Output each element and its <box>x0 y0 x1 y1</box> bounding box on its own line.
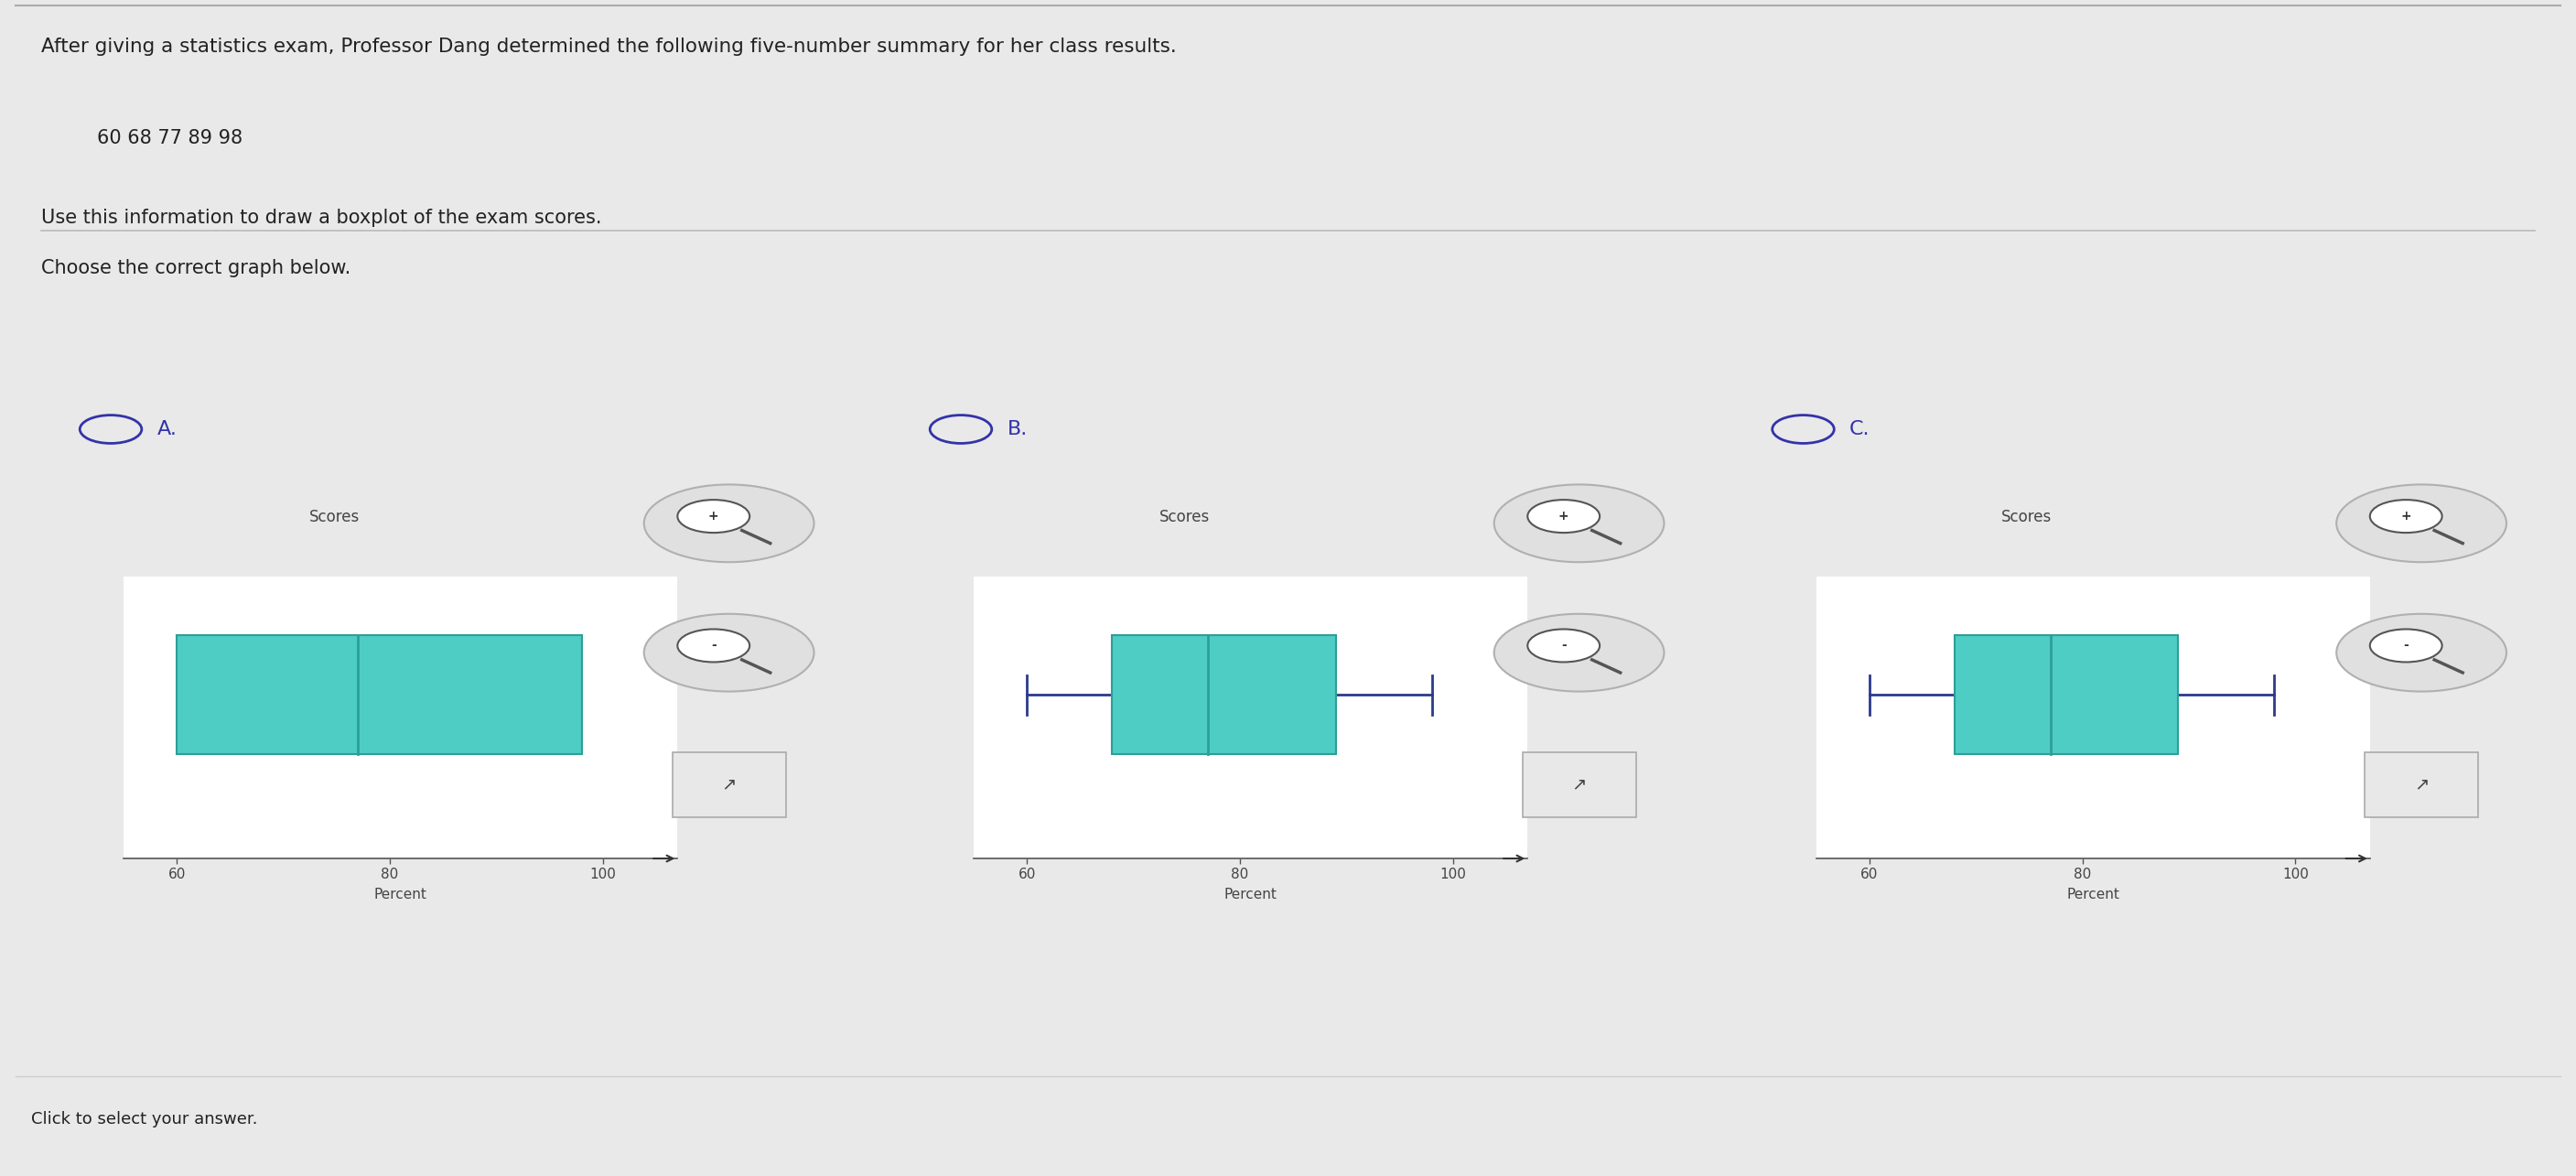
Text: ↗: ↗ <box>721 776 737 793</box>
Circle shape <box>1494 485 1664 562</box>
Text: A.: A. <box>157 420 178 439</box>
Bar <box>1113 635 1337 754</box>
Text: -: - <box>711 640 716 652</box>
Text: B.: B. <box>1007 420 1028 439</box>
Text: +: + <box>708 510 719 522</box>
X-axis label: Percent: Percent <box>2066 888 2120 901</box>
Circle shape <box>677 629 750 662</box>
Bar <box>672 753 786 817</box>
Circle shape <box>1528 500 1600 533</box>
Circle shape <box>1494 614 1664 691</box>
Bar <box>1522 753 1636 817</box>
Text: Use this information to draw a boxplot of the exam scores.: Use this information to draw a boxplot o… <box>41 208 600 227</box>
Text: Scores: Scores <box>309 509 361 526</box>
Text: C.: C. <box>1850 420 1870 439</box>
Text: ↗: ↗ <box>1571 776 1587 793</box>
Text: Choose the correct graph below.: Choose the correct graph below. <box>41 260 350 278</box>
Text: ↗: ↗ <box>2414 776 2429 793</box>
Text: -: - <box>1561 640 1566 652</box>
Text: Scores: Scores <box>2002 509 2053 526</box>
Text: 60 68 77 89 98: 60 68 77 89 98 <box>98 129 242 147</box>
Bar <box>2365 753 2478 817</box>
Circle shape <box>2336 485 2506 562</box>
Circle shape <box>2370 500 2442 533</box>
X-axis label: Percent: Percent <box>374 888 428 901</box>
Text: +: + <box>1558 510 1569 522</box>
Circle shape <box>2370 629 2442 662</box>
Text: -: - <box>2403 640 2409 652</box>
Text: Scores: Scores <box>1159 509 1211 526</box>
Text: After giving a statistics exam, Professor Dang determined the following five-num: After giving a statistics exam, Professo… <box>41 38 1177 55</box>
Circle shape <box>677 500 750 533</box>
Text: +: + <box>2401 510 2411 522</box>
Circle shape <box>2336 614 2506 691</box>
Circle shape <box>1528 629 1600 662</box>
Bar <box>1955 635 2179 754</box>
Circle shape <box>644 485 814 562</box>
Circle shape <box>644 614 814 691</box>
Text: Click to select your answer.: Click to select your answer. <box>31 1111 258 1128</box>
X-axis label: Percent: Percent <box>1224 888 1278 901</box>
Bar <box>178 635 582 754</box>
